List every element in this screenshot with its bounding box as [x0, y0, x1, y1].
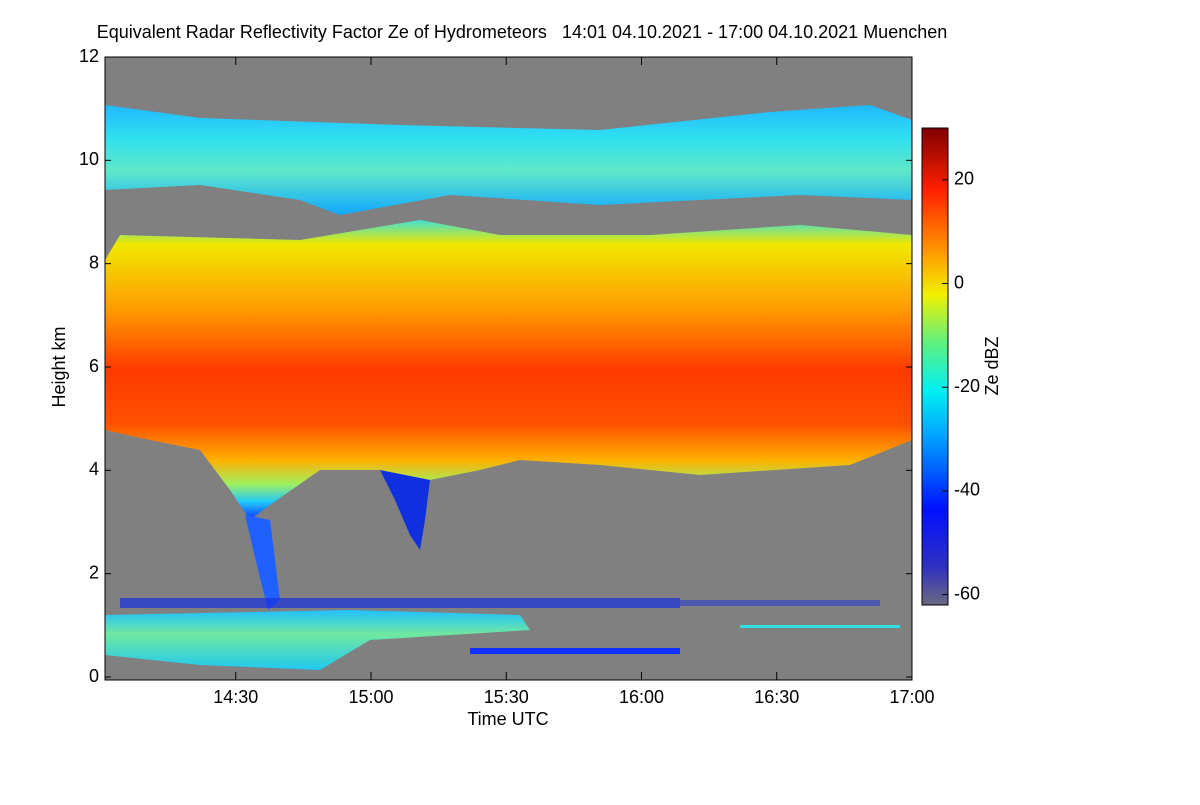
- y-tick-label: 0: [89, 666, 99, 686]
- y-tick-label: 6: [89, 356, 99, 376]
- y-tick-label: 10: [79, 149, 99, 169]
- colorbar-tick-label: -60: [954, 583, 980, 603]
- x-tick-label: 16:00: [619, 687, 664, 707]
- colorbar-tick-label: 20: [954, 169, 974, 189]
- y-tick-label: 12: [79, 46, 99, 66]
- reflectivity-field: [105, 105, 912, 670]
- x-tick-label: 16:30: [754, 687, 799, 707]
- y-axis-label: Height km: [49, 326, 69, 407]
- x-tick-label: 14:30: [213, 687, 258, 707]
- plot-frame: [104, 56, 913, 681]
- colorbar-tick-label: 0: [954, 272, 964, 292]
- x-tick-label: 15:00: [348, 687, 393, 707]
- colorbar-tick-label: -20: [954, 376, 980, 396]
- x-tick-label: 17:00: [889, 687, 934, 707]
- chart-title: Equivalent Radar Reflectivity Factor Ze …: [97, 22, 948, 42]
- y-tick-label: 2: [89, 562, 99, 582]
- colorbar: [921, 127, 949, 606]
- colorbar-label: Ze dBZ: [982, 336, 1002, 395]
- colorbar-tick-label: -40: [954, 480, 980, 500]
- y-tick-label: 4: [89, 459, 99, 479]
- x-tick-label: 15:30: [484, 687, 529, 707]
- x-axis-label: Time UTC: [467, 709, 548, 729]
- y-tick-label: 8: [89, 252, 99, 272]
